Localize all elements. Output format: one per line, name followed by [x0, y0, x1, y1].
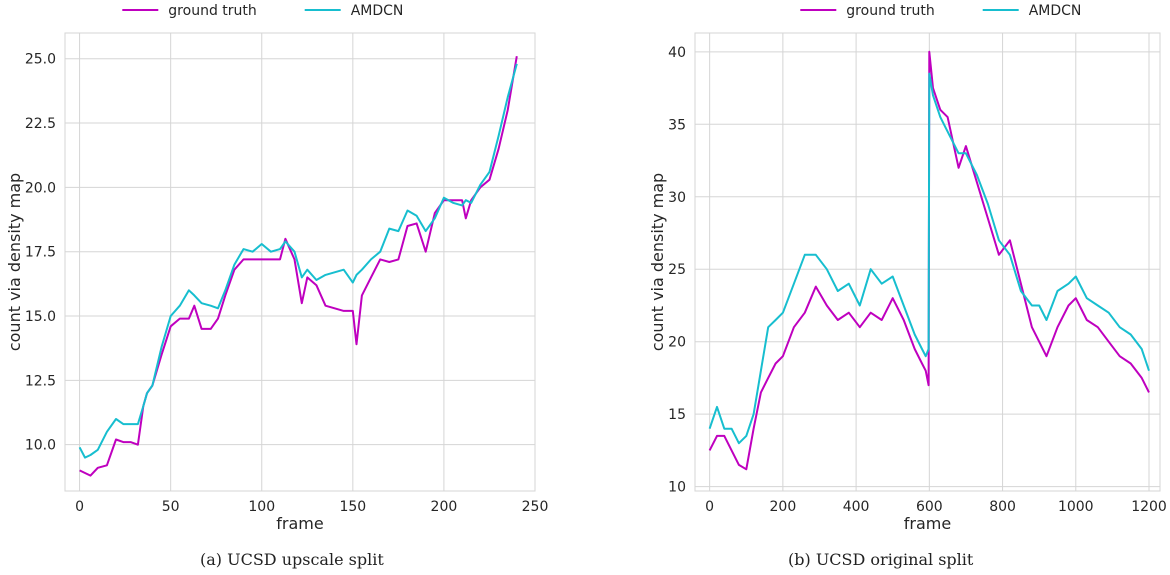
- x-tick-label: 100: [248, 499, 275, 515]
- x-tick-label: 800: [989, 499, 1016, 515]
- x-axis-label: frame: [904, 514, 951, 533]
- x-tick-label: 400: [843, 499, 870, 515]
- y-tick-label: 15.0: [25, 309, 56, 325]
- y-tick-label: 40: [668, 45, 686, 61]
- chart-panel-a: 0 50 100 150 200 250 10.0 12.5 15.0 17.5 20.0 22.5 2…: [5, 3, 549, 569]
- x-tick-label: 1000: [1058, 499, 1094, 515]
- y-tick-label: 25: [668, 262, 686, 278]
- y-tick-label: 35: [668, 117, 686, 133]
- y-tick-label: 17.5: [25, 245, 56, 261]
- x-axis-label: frame: [276, 514, 323, 533]
- legend: ground truth AMDCN: [122, 3, 403, 19]
- y-tick-label: 10.0: [25, 438, 56, 454]
- y-tick-label: 25.0: [25, 52, 56, 68]
- x-tick-label: 250: [522, 499, 549, 515]
- grid: [695, 33, 1160, 491]
- x-tick-label: 0: [705, 499, 714, 515]
- x-tick-label: 0: [75, 499, 84, 515]
- plot-frame: [64, 32, 536, 492]
- legend-label: ground truth: [846, 3, 934, 19]
- y-tick-label: 20.0: [25, 180, 56, 196]
- caption-b: (b) UCSD original split: [788, 550, 974, 569]
- y-tick-label: 30: [668, 190, 686, 206]
- x-tick-label: 600: [916, 499, 943, 515]
- plot-frame: [694, 32, 1161, 492]
- y-axis-label: count via density map: [5, 173, 24, 351]
- chart-panel-b: 0 200 400 600 800 1000 1200 10 15 20 25 30 35 40 frame…: [585, 0, 1170, 575]
- x-tick-label: 200: [431, 499, 458, 515]
- legend: ground truth AMDCN: [800, 3, 1081, 19]
- y-tick-label: 22.5: [25, 116, 56, 132]
- y-axis-label: count via density map: [648, 173, 667, 351]
- x-tick-label: 200: [770, 499, 797, 515]
- x-tick-label: 150: [339, 499, 366, 515]
- series-line-amdcn: [708, 72, 1150, 445]
- y-tick-label: 12.5: [25, 373, 56, 389]
- series-line-ground-truth: [708, 50, 1150, 471]
- y-tick-label: 15: [668, 407, 686, 423]
- y-tick-label: 20: [668, 335, 686, 351]
- grid: [65, 33, 536, 491]
- y-tick-label: 10: [668, 480, 686, 496]
- legend-label: AMDCN: [351, 3, 404, 19]
- x-tick-label: 1200: [1131, 499, 1167, 515]
- legend-label: ground truth: [168, 3, 256, 19]
- caption-a: (a) UCSD upscale split: [200, 550, 384, 569]
- x-tick-label: 50: [162, 499, 180, 515]
- chart-a: 0 50 100 150 200 250 10.0 12.5 15.0 17.5 20.0 22.5 2…: [5, 3, 549, 533]
- chart-b: 0 200 400 600 800 1000 1200 10 15 20 25 30 35 40 frame…: [648, 3, 1167, 533]
- legend-label: AMDCN: [1029, 3, 1082, 19]
- series-line-amdcn: [78, 63, 518, 459]
